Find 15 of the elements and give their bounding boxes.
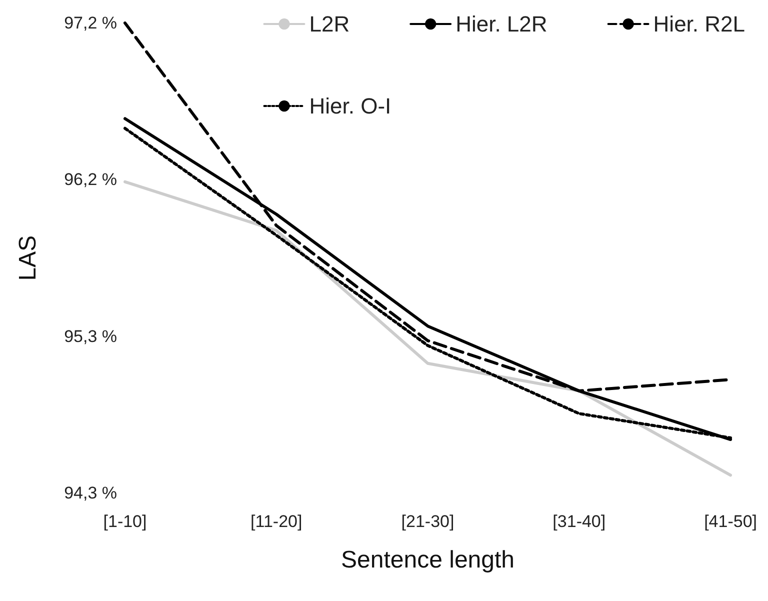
legend-label: Hier. L2R (456, 12, 548, 36)
x-tick-label: [21-30] (401, 512, 454, 531)
y-axis-title: LAS (14, 235, 42, 281)
y-tick-label: 97,2 % (64, 14, 117, 32)
x-tick-label: [41-50] (704, 512, 758, 531)
y-tick-label: 96,2 % (64, 170, 117, 190)
y-tick-label: 94,3 % (64, 484, 117, 502)
x-tick-label: [31-40] (552, 512, 606, 531)
legend-label: Hier. R2L (653, 12, 746, 36)
x-axis-title: Sentence length (341, 546, 515, 574)
legend-label: Hier. O-I (309, 94, 392, 118)
x-tick-label: [1-10] (103, 512, 147, 531)
x-tick-label: [11-20] (250, 512, 302, 531)
y-tick-label: 95,3 % (64, 326, 117, 346)
legend-label: L2R (309, 12, 350, 36)
